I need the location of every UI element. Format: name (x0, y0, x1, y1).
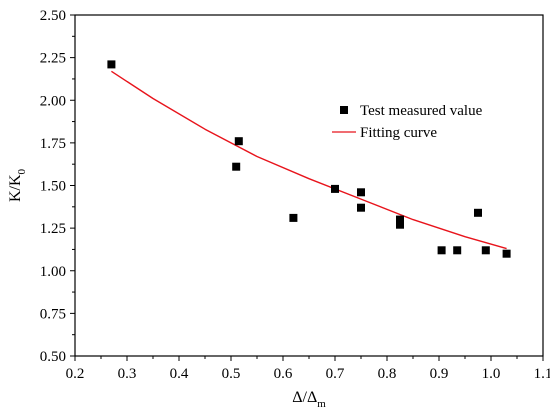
y-tick-label: 1.50 (40, 179, 66, 195)
x-axis-title-sub: m (317, 398, 326, 410)
legend-label-measured: Test measured value (360, 103, 483, 119)
series (107, 60, 511, 258)
x-axis-title: Δ/Δm (292, 389, 326, 410)
data-point-marker (232, 162, 241, 171)
x-tick-label: 0.6 (274, 366, 293, 382)
y-tick-label: 1.75 (40, 136, 66, 152)
y-tick-label: 1.25 (40, 221, 66, 237)
x-tick-label: 0.3 (118, 366, 137, 382)
data-point-marker (289, 213, 298, 222)
data-point-marker (396, 215, 404, 224)
plot-frame (74, 14, 544, 357)
x-tick-label: 0.9 (430, 366, 449, 382)
y-tick-label: 2.25 (40, 51, 66, 67)
y-tick-label: 2.50 (40, 8, 66, 24)
legend-label-fit: Fitting curve (360, 125, 437, 141)
data-point-marker (107, 60, 116, 69)
y-tick-label: 2.00 (40, 93, 66, 109)
y-tick-label: 0.50 (40, 349, 66, 365)
x-tick-label: 0.5 (222, 366, 241, 382)
data-point-marker (234, 137, 243, 146)
x-tick-label: 0.8 (378, 366, 397, 382)
x-tick-label: 0.7 (326, 366, 345, 382)
x-axis-title-main: Δ/Δ (292, 389, 317, 406)
y-axis-title-sub: 0 (16, 168, 28, 174)
x-tick-label: 0.2 (66, 366, 85, 382)
y-axis-title-main: K/K (7, 174, 24, 202)
data-point-marker (357, 188, 365, 197)
data-point-marker (453, 246, 462, 255)
data-point-marker (502, 249, 511, 258)
x-tick-label: 0.4 (170, 366, 189, 382)
data-point-marker (481, 246, 490, 255)
fitting-curve-line (111, 70, 507, 250)
axes (74, 14, 544, 357)
y-axis-title: K/K0 (7, 168, 28, 202)
data-point-marker (474, 208, 482, 217)
y-tick-label: 0.75 (40, 306, 66, 322)
data-point-marker (396, 220, 404, 229)
y-tick-label: 1.00 (40, 264, 66, 280)
data-point-marker (357, 203, 365, 212)
data-point-marker (331, 184, 339, 193)
x-tick-label: 1.0 (482, 366, 501, 382)
legend: Test measured value Fitting curve (332, 103, 483, 141)
data-point-marker (437, 246, 446, 255)
legend-marker-measured (340, 106, 348, 114)
x-axis-ticks: 0.2 0.3 0.4 0.5 0.6 0.7 0.8 0.9 1.0 1.1 (66, 356, 550, 382)
x-tick-label: 1.1 (534, 366, 550, 382)
y-axis-ticks: 0.50 0.75 1.00 1.25 1.50 1.75 2.00 2.25 2.50 (40, 8, 75, 365)
